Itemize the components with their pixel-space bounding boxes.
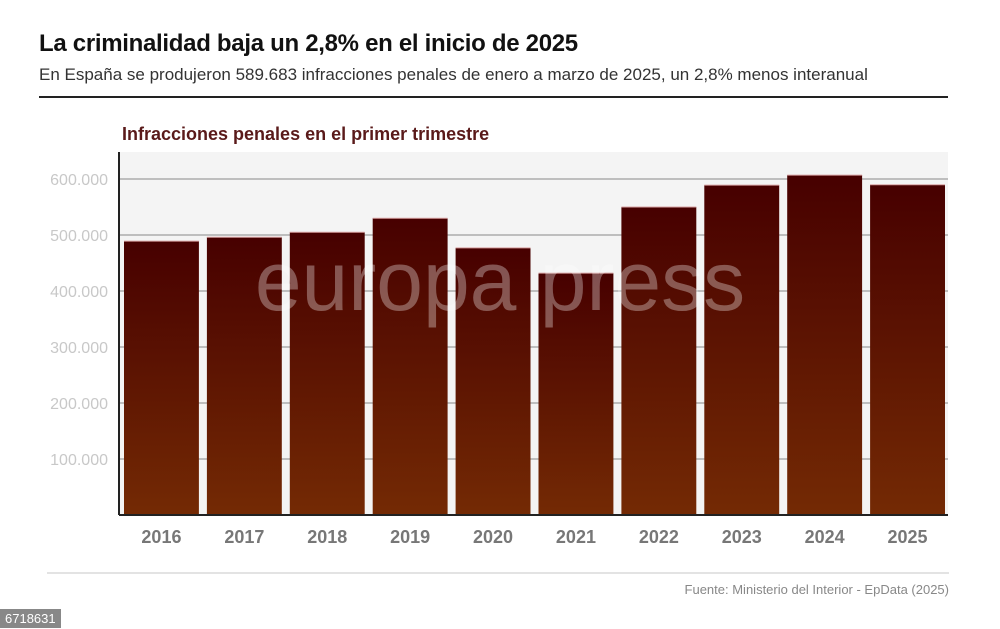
footer-divider — [47, 572, 949, 574]
bar-2017 — [206, 237, 282, 516]
x-tick-label: 2022 — [639, 527, 679, 547]
bar-2022 — [621, 207, 697, 515]
bar-2020 — [455, 247, 531, 515]
x-tick-label: 2024 — [805, 527, 845, 547]
x-tick-label: 2023 — [722, 527, 762, 547]
watermark: europa press — [255, 234, 745, 328]
y-tick-label: 600.000 — [50, 172, 108, 189]
x-tick-label: 2018 — [307, 527, 347, 547]
chart-title: Infracciones penales en el primer trimes… — [122, 124, 490, 144]
page-subtitle: En España se produjeron 589.683 infracci… — [39, 65, 868, 84]
x-tick-label: 2021 — [556, 527, 596, 547]
page-title: La criminalidad baja un 2,8% en el inici… — [39, 30, 578, 57]
y-tick-label: 100.000 — [50, 452, 108, 469]
x-tick-label: 2019 — [390, 527, 430, 547]
image-id-tag: 6718631 — [0, 609, 61, 628]
bar-2024 — [787, 175, 863, 515]
divider — [39, 96, 948, 98]
bar-2025 — [870, 184, 945, 515]
bar-2019 — [372, 218, 448, 515]
x-tick-label: 2017 — [224, 527, 264, 547]
y-tick-label: 400.000 — [50, 284, 108, 301]
y-tick-label: 300.000 — [50, 340, 108, 357]
source-note: Fuente: Ministerio del Interior - EpData… — [684, 582, 949, 597]
bar-2023 — [704, 185, 780, 515]
x-tick-label: 2020 — [473, 527, 513, 547]
bar-2018 — [289, 232, 365, 515]
y-tick-label: 500.000 — [50, 228, 108, 245]
y-tick-label: 200.000 — [50, 396, 108, 413]
x-tick-label: 2016 — [141, 527, 181, 547]
bar-2016 — [124, 241, 199, 515]
x-tick-label: 2025 — [888, 527, 928, 547]
bar-2021 — [538, 273, 614, 515]
